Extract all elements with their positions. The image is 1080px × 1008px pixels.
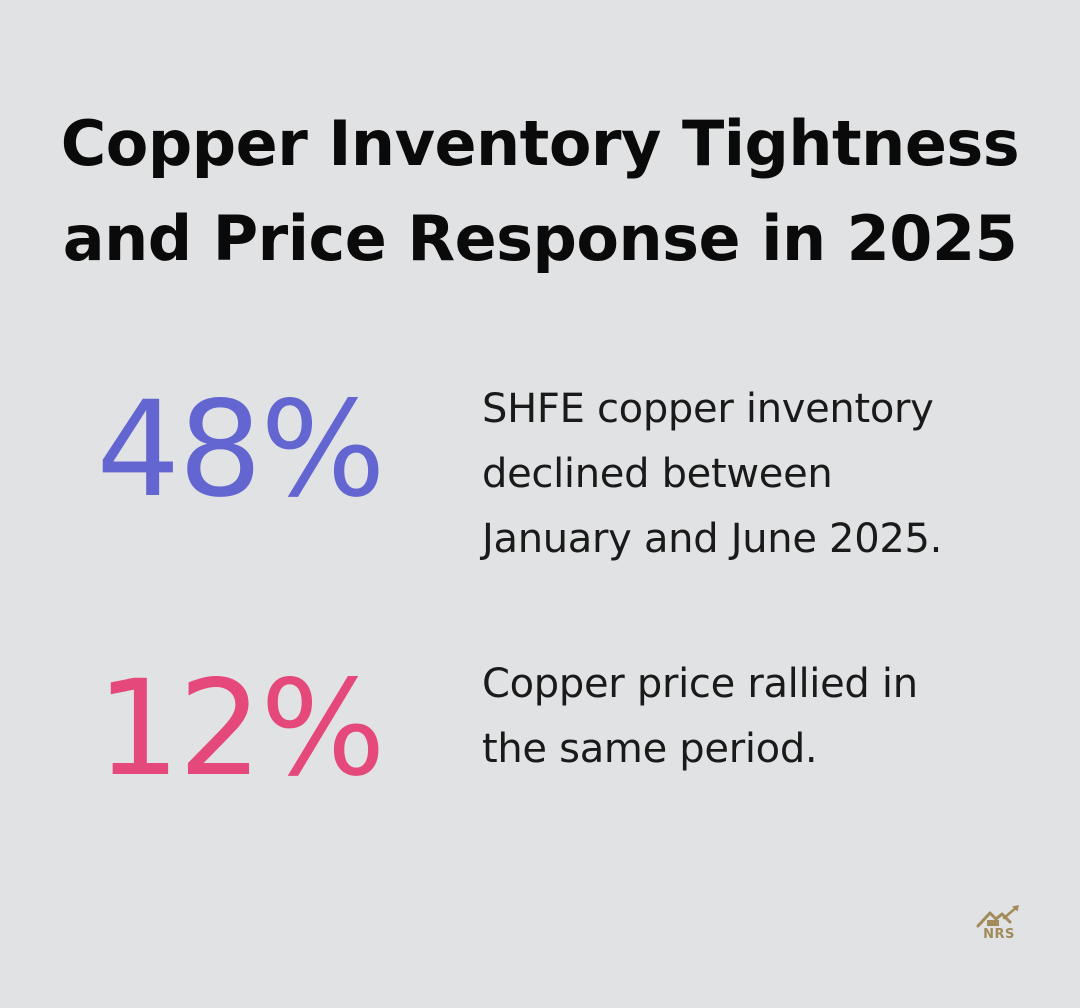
title-line-1: Copper Inventory Tightness (60, 107, 1020, 180)
stat-description-price: Copper price rallied in the same period. (482, 652, 1042, 782)
stat-value-price: 12% (96, 652, 385, 806)
stat-description-line: January and June 2025. (482, 516, 943, 562)
title-line-2: and Price Response in 2025 (62, 202, 1018, 275)
house-chart-arrow-icon (976, 905, 1019, 928)
stat-description-line: Copper price rallied in (482, 661, 918, 707)
page-title: Copper Inventory Tightness and Price Res… (0, 96, 1080, 286)
stat-value-inventory: 48% (96, 373, 385, 527)
stat-description-line: SHFE copper inventory (482, 386, 934, 432)
stat-description-line: declined between (482, 451, 833, 497)
stat-description-line: the same period. (482, 726, 818, 772)
nrs-logo: NRS (974, 904, 1024, 946)
logo-text: NRS (983, 927, 1015, 942)
stat-description-inventory: SHFE copper inventory declined between J… (482, 377, 1042, 572)
